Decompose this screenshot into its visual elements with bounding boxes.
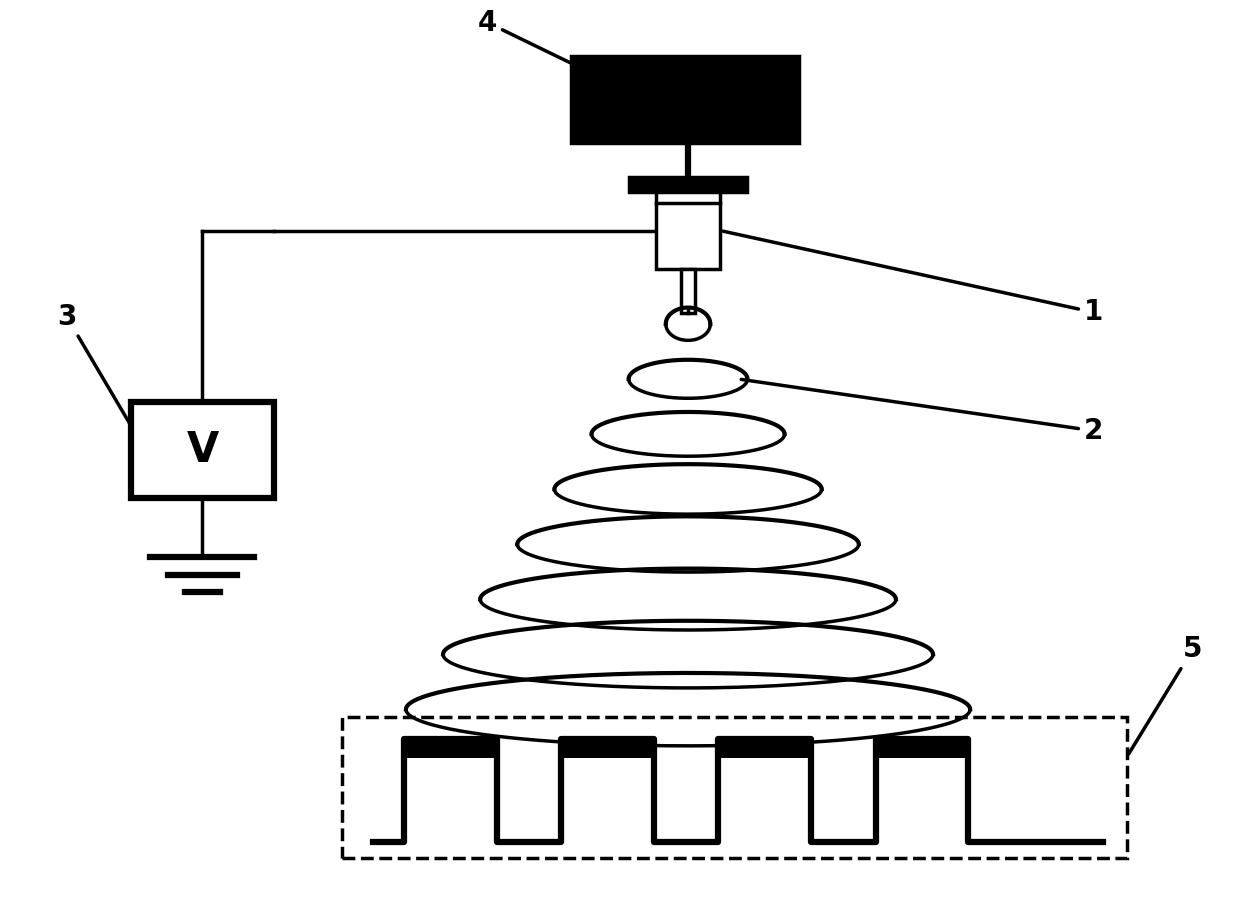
- Text: 5: 5: [1128, 635, 1203, 754]
- Text: 1: 1: [723, 231, 1104, 326]
- Bar: [131, 402, 274, 498]
- Bar: [570, 56, 800, 143]
- Bar: [681, 270, 696, 313]
- Text: 2: 2: [742, 379, 1104, 445]
- Text: 3: 3: [57, 303, 130, 424]
- Text: 4: 4: [477, 8, 625, 90]
- Bar: [656, 192, 720, 270]
- Bar: [875, 739, 968, 758]
- Bar: [629, 177, 746, 192]
- Bar: [562, 739, 655, 758]
- Bar: [342, 717, 1127, 858]
- Bar: [718, 739, 811, 758]
- Text: V: V: [186, 430, 218, 471]
- Bar: [404, 739, 497, 758]
